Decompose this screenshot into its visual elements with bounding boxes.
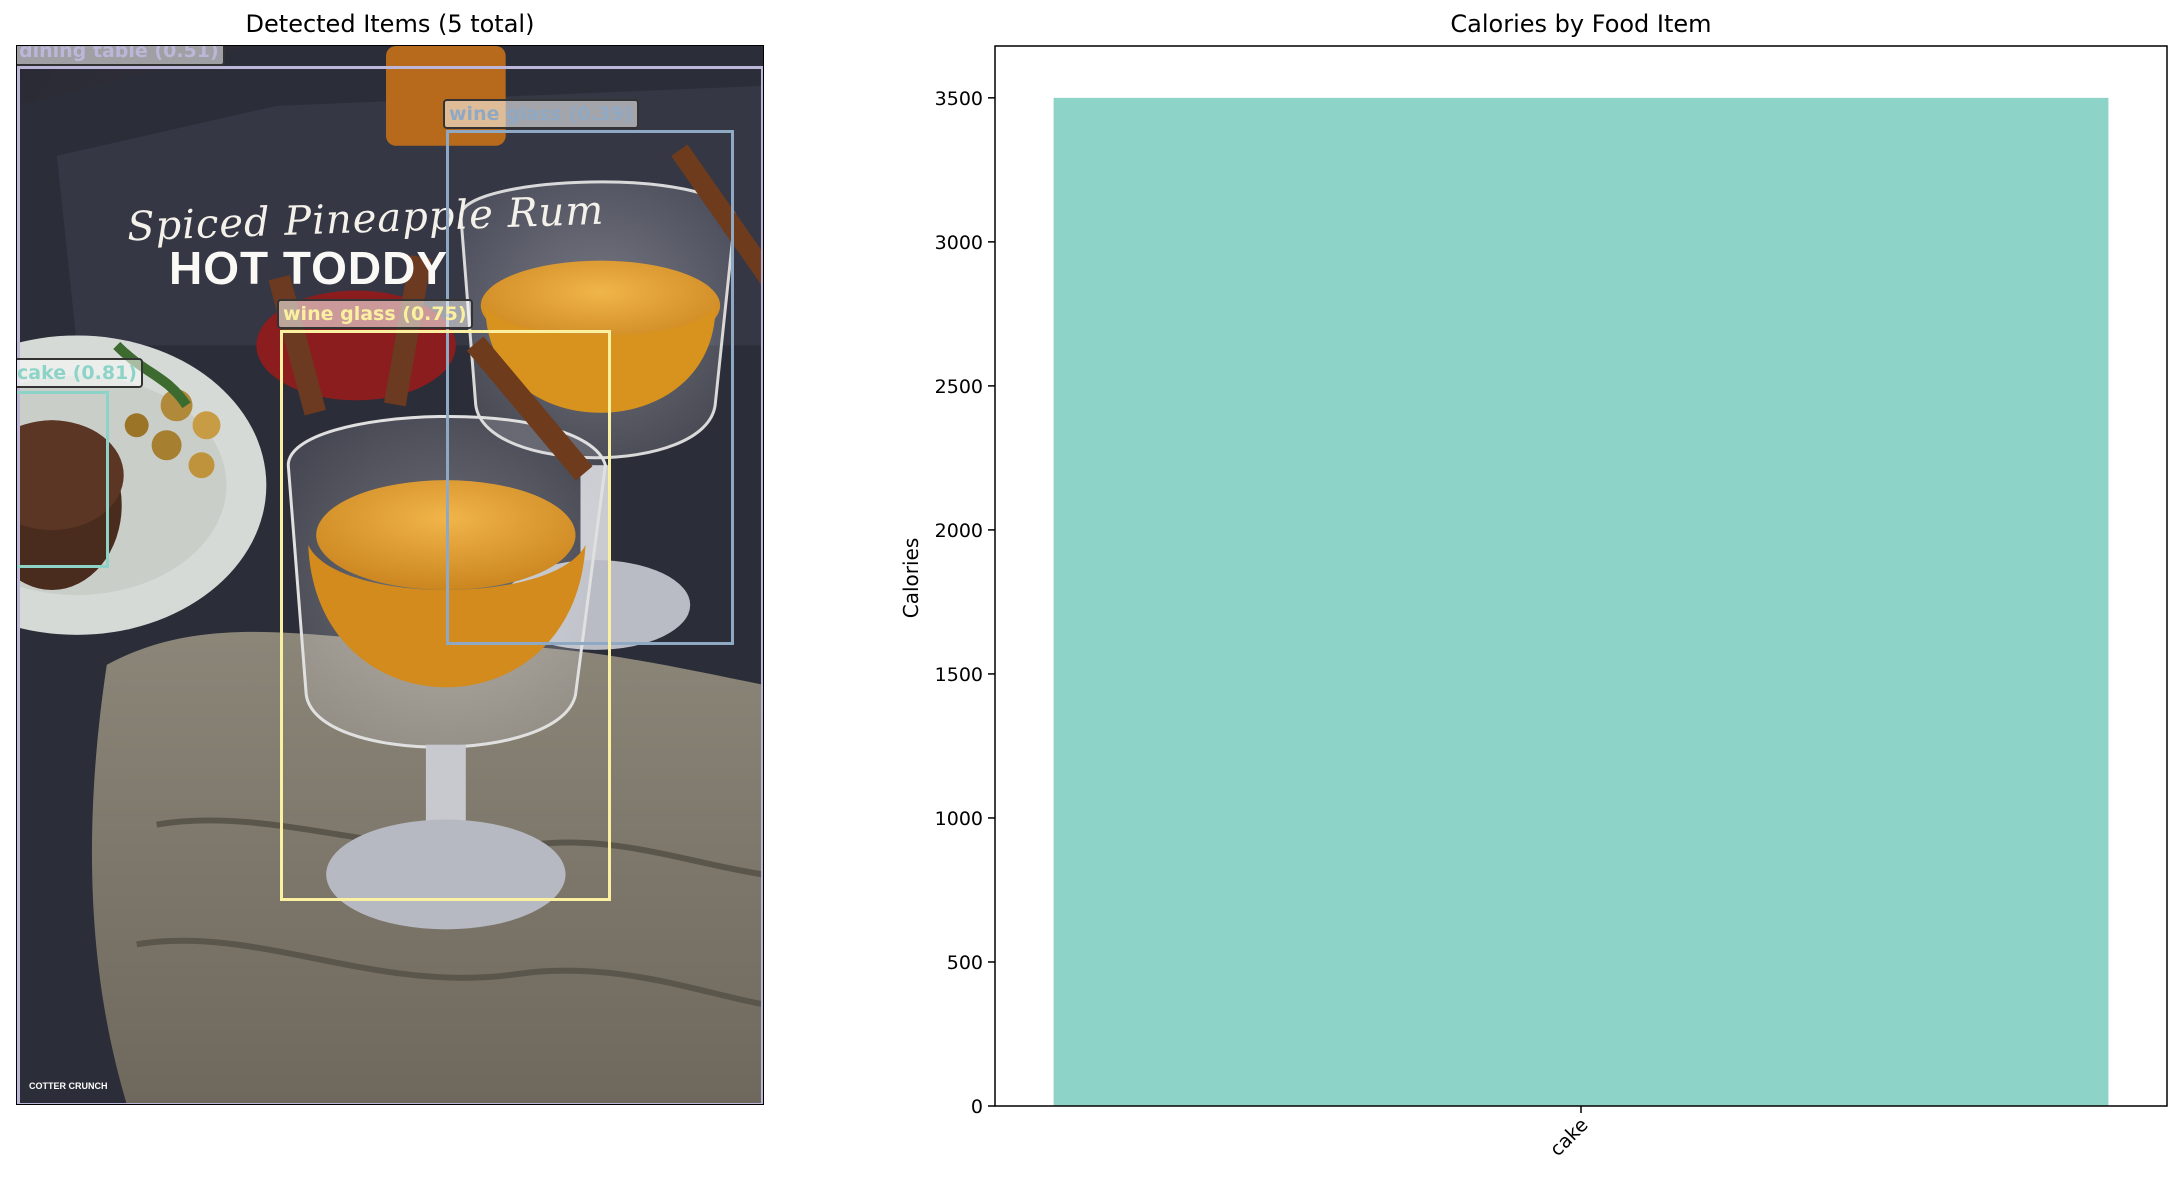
plot-area: 0 500 1000 1500 2000 2500 3000 3500 cake [935, 45, 2168, 1161]
y-axis-label: Calories [899, 538, 923, 619]
detection-label-cake: cake (0.81) [17, 358, 143, 388]
y-tick-label: 2500 [935, 376, 983, 398]
y-tick-label: 2000 [935, 520, 983, 542]
y-tick-label: 1500 [935, 664, 983, 686]
bar-cake [1053, 97, 2109, 1106]
detection-photo: Spiced Pineapple Rum HOT TODDY COTTER CR… [16, 45, 764, 1105]
detection-label-dining-table: dining table (0.51) [17, 46, 225, 66]
photo-overlay-title-bold: HOT TODDY [169, 242, 449, 294]
y-tick-label: 3500 [935, 88, 983, 110]
y-tick-label: 1000 [935, 808, 983, 830]
detection-label-wine-glass-front: wine glass (0.75) [277, 299, 473, 329]
y-tick-label: 3000 [935, 232, 983, 254]
photo-watermark: COTTER CRUNCH [29, 1081, 108, 1091]
y-tick-label: 500 [947, 952, 983, 974]
detection-label-wine-glass-back: wine glass (0.39) [443, 99, 639, 129]
chart-title: Calories by Food Item [1450, 10, 1712, 38]
y-tick-label: 0 [971, 1096, 983, 1118]
x-tick-label: cake [1546, 1114, 1593, 1161]
detection-panel-title: Detected Items (5 total) [245, 10, 535, 38]
